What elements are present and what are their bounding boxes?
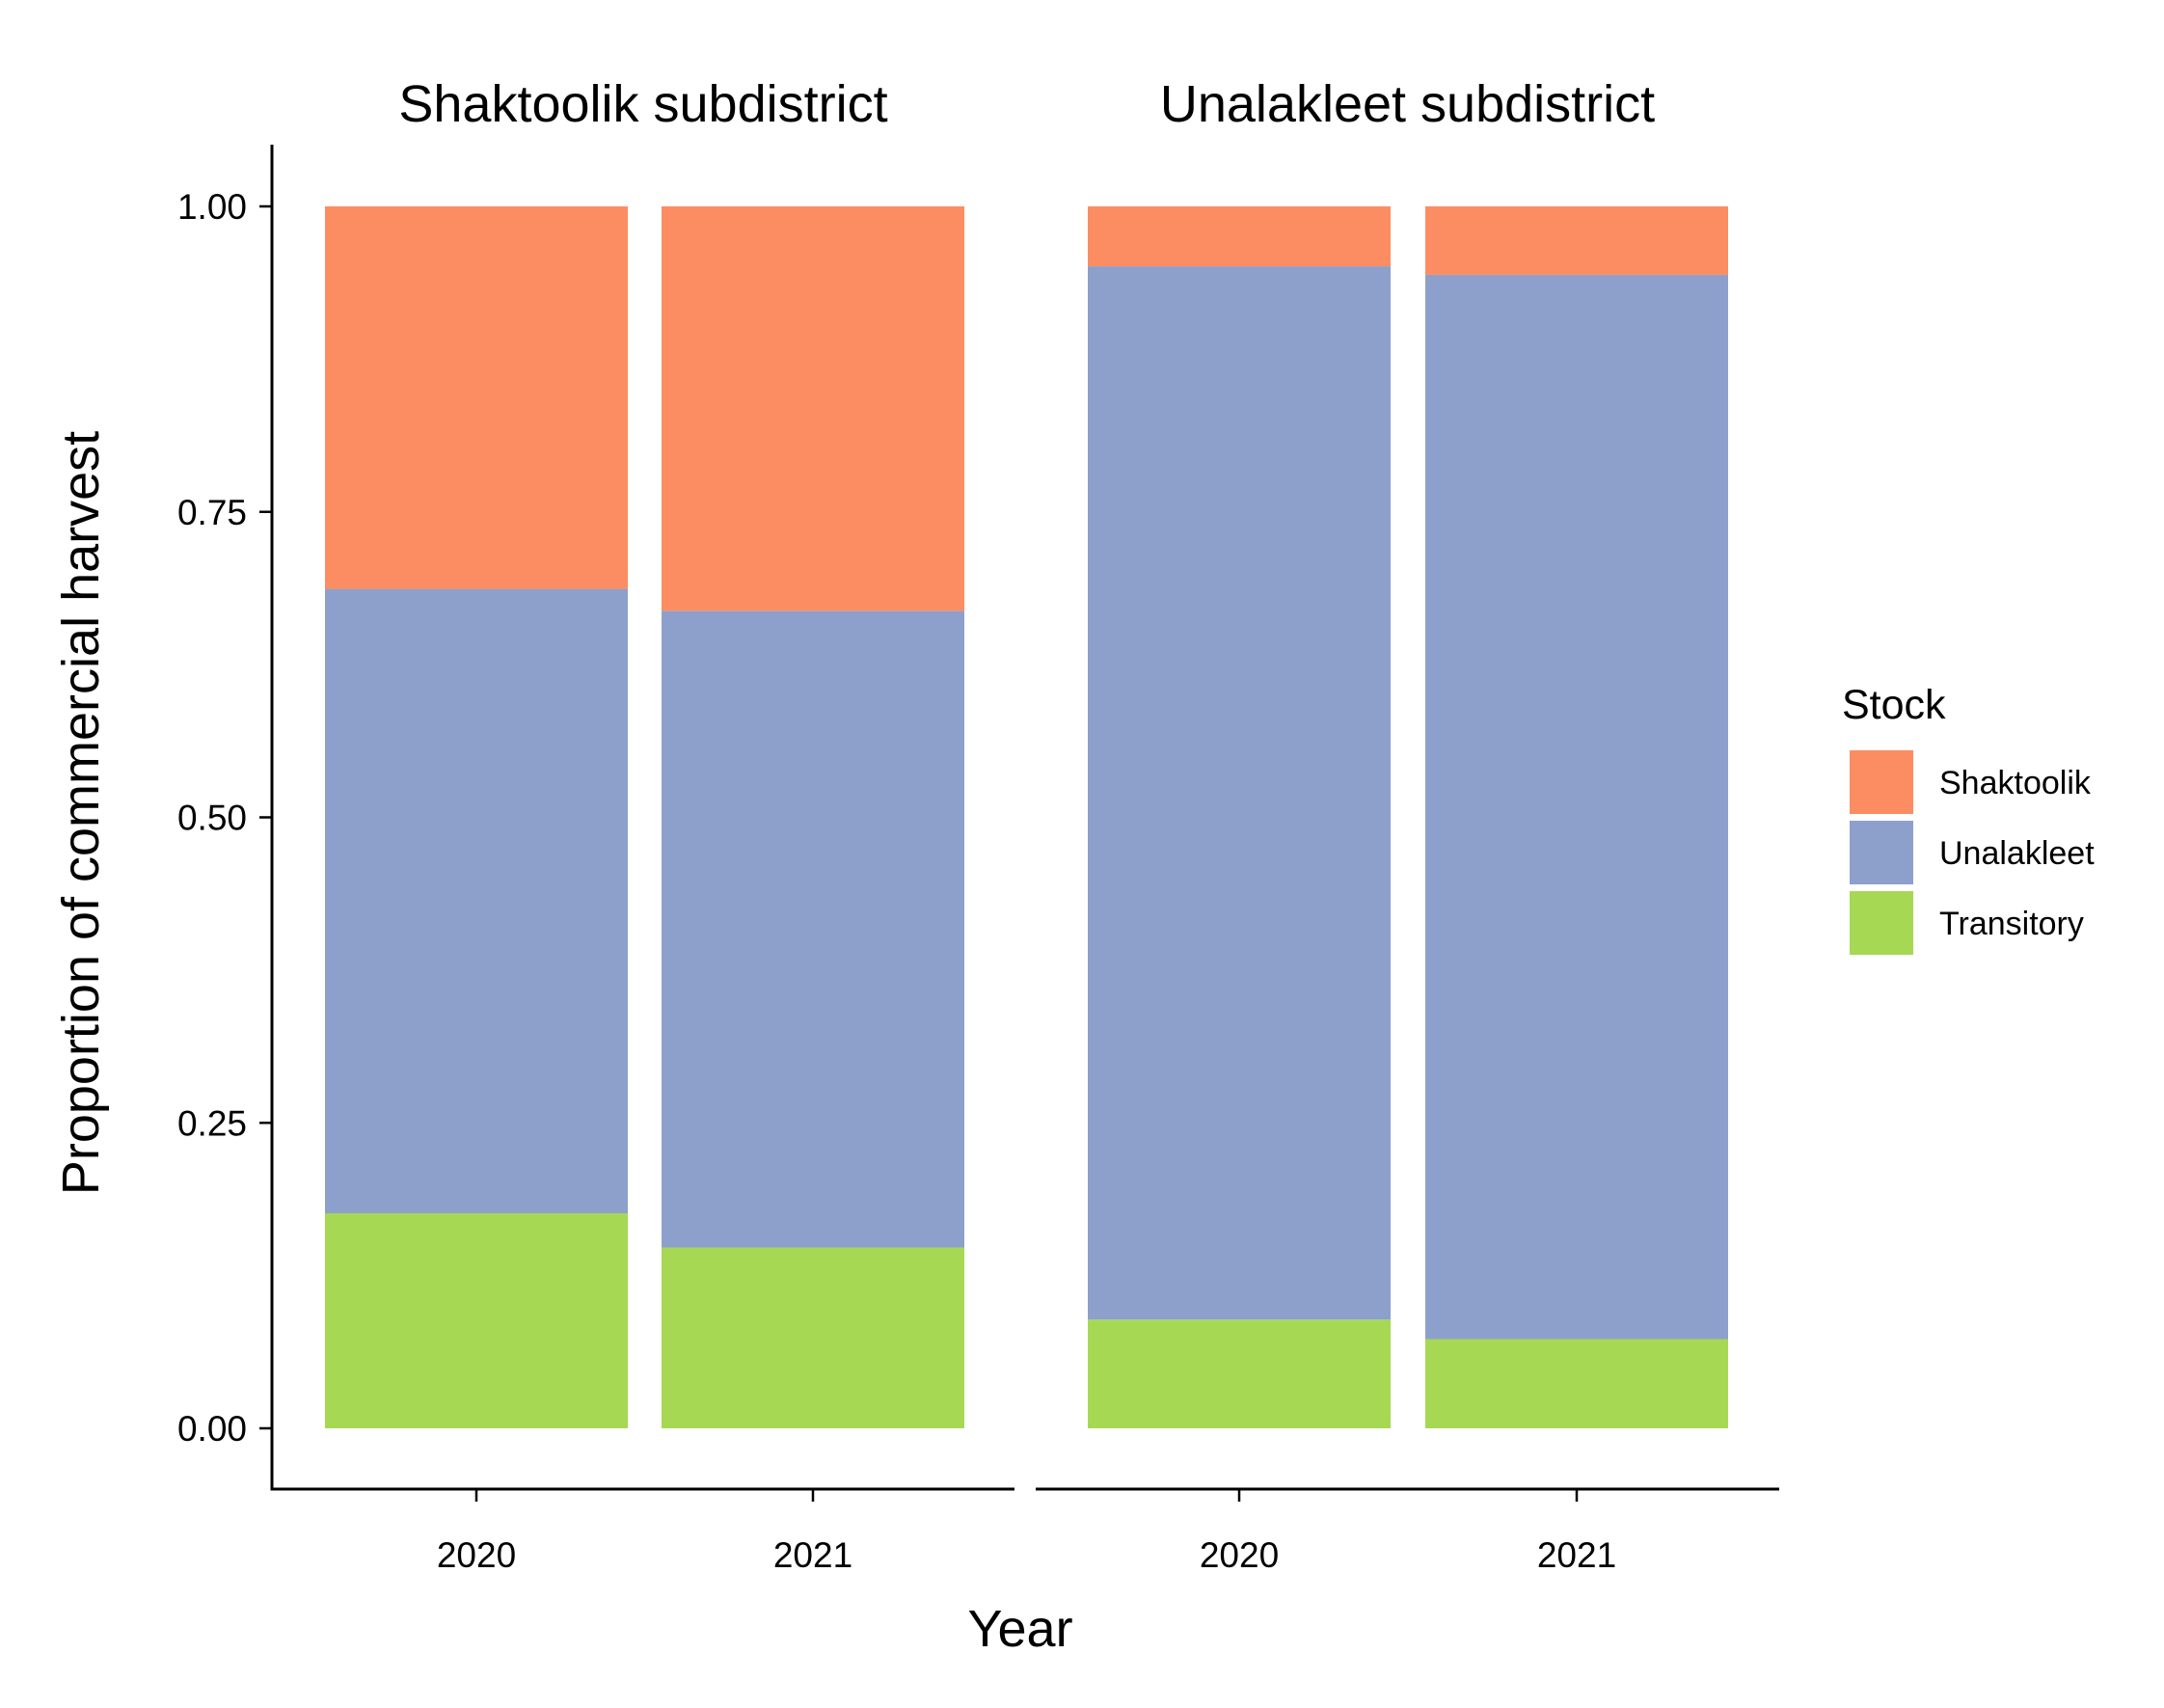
bar-segment-shaktoolik <box>1088 206 1391 267</box>
facet-title: Unalakleet subdistrict <box>1160 75 1655 133</box>
bar-segment-transitory <box>1425 1339 1728 1428</box>
bar-segment-transitory <box>325 1213 628 1428</box>
bar-segment-unalakleet <box>325 588 628 1214</box>
legend-label: Transitory <box>1939 906 2084 942</box>
legend-swatch-shaktoolik <box>1850 750 1913 814</box>
y-tick-label: 1.00 <box>177 187 247 227</box>
facet-titles: Shaktoolik subdistrict Unalakleet subdist… <box>398 75 1655 133</box>
legend-items: Shaktoolik Unalakleet Transitory <box>1850 750 2095 955</box>
y-tick-label: 0.50 <box>177 799 247 838</box>
bar-segment-shaktoolik <box>325 206 628 589</box>
legend: Stock Shaktoolik Unalakleet Transitory <box>1842 682 2095 955</box>
x-axes: 2020 2021 2020 2021 <box>272 1487 1779 1575</box>
y-tick-label: 0.00 <box>177 1409 247 1449</box>
y-axis: 0.00 0.25 0.50 0.75 1.00 <box>177 145 274 1491</box>
x-tick-label: 2020 <box>1200 1535 1279 1575</box>
bar-segment-shaktoolik <box>662 206 964 611</box>
facet-title: Shaktoolik subdistrict <box>398 75 887 133</box>
bars <box>325 206 1728 1428</box>
y-tick-label: 0.75 <box>177 493 247 532</box>
legend-swatch-unalakleet <box>1850 821 1913 884</box>
legend-swatch-transitory <box>1850 891 1913 955</box>
x-axis-title: Year <box>967 1600 1072 1658</box>
bar-segment-unalakleet <box>1425 274 1728 1340</box>
x-tick-label: 2021 <box>1537 1535 1616 1575</box>
y-axis-title: Proportion of commercial harvest <box>52 431 110 1195</box>
bar-segment-unalakleet <box>662 610 964 1248</box>
bar-segment-transitory <box>1088 1319 1391 1428</box>
bar-segment-shaktoolik <box>1425 206 1728 275</box>
legend-label: Shaktoolik <box>1939 765 2092 801</box>
bar-segment-transitory <box>662 1247 964 1428</box>
legend-label: Unalakleet <box>1939 835 2095 872</box>
y-tick-label: 0.25 <box>177 1103 247 1143</box>
x-tick-label: 2020 <box>437 1535 516 1575</box>
legend-title: Stock <box>1842 682 1946 728</box>
x-tick-label: 2021 <box>773 1535 852 1575</box>
bar-segment-unalakleet <box>1088 266 1391 1320</box>
